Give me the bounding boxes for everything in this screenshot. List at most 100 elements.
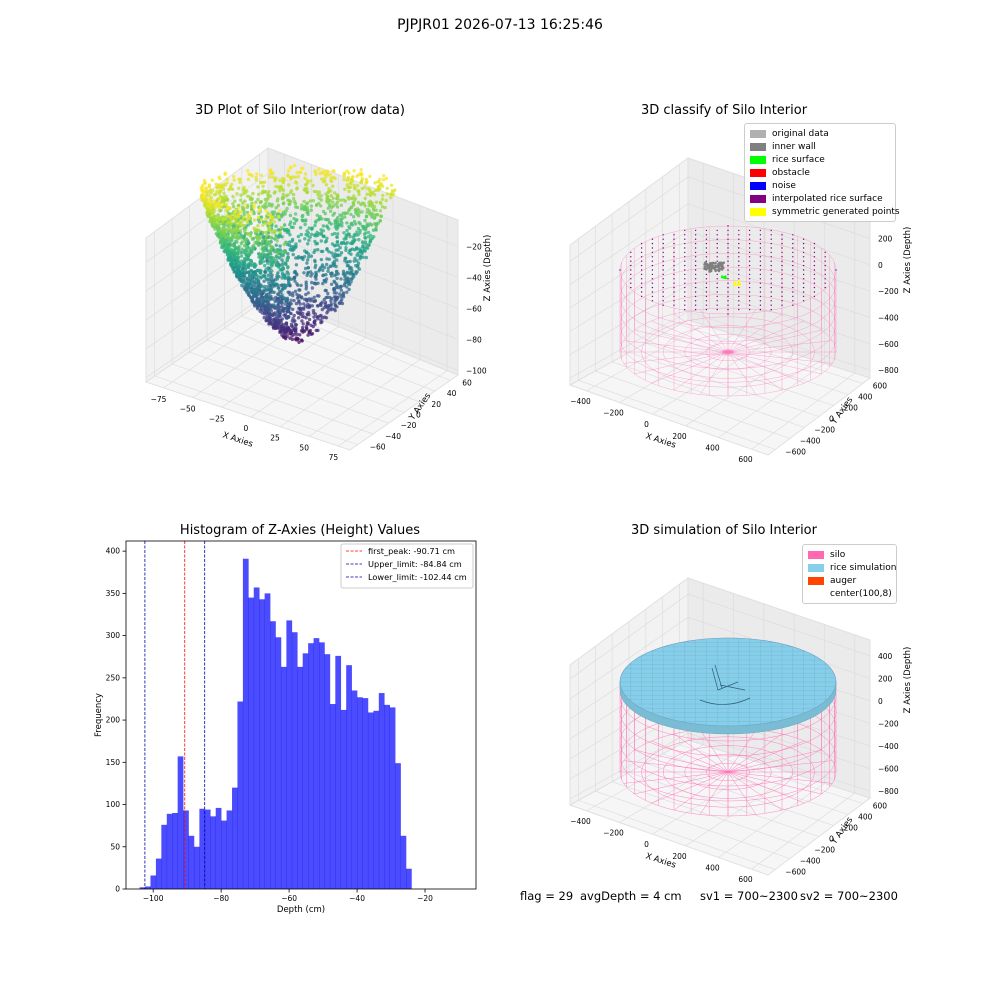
data-point (380, 205, 385, 209)
data-point (315, 241, 320, 246)
surface-point (662, 269, 664, 271)
sv1-readout: sv1 = 700~2300 (700, 889, 798, 903)
silo-floor-spoke (634, 749, 729, 773)
data-point (332, 307, 337, 311)
data-point (308, 199, 313, 203)
data-point (235, 240, 239, 244)
y-tick-label: 200 (844, 404, 859, 413)
surface-point (748, 308, 751, 311)
data-point (258, 289, 262, 293)
data-point (364, 231, 368, 235)
data-point (243, 256, 247, 261)
data-point (344, 248, 348, 252)
data-point (207, 197, 211, 202)
original-data-cluster (703, 261, 742, 287)
surface-point (727, 251, 729, 254)
data-point (228, 215, 232, 219)
silo-floor-spoke (727, 729, 757, 773)
wall-point (711, 264, 714, 268)
data-point (323, 300, 328, 305)
grid-line (645, 762, 834, 826)
data-point (254, 263, 258, 267)
surface-point (694, 247, 697, 249)
grid-line (645, 342, 834, 406)
z-tick-label: 200 (878, 234, 893, 243)
histogram-bar (329, 704, 336, 889)
x-axis-label: X Axies (221, 430, 254, 449)
surface-point (802, 264, 805, 267)
data-point (316, 193, 320, 197)
silo-floor-spoke (727, 313, 783, 353)
surface-point (694, 229, 697, 232)
data-point (262, 279, 266, 283)
data-point (372, 235, 376, 239)
data-point (327, 220, 332, 225)
data-point (293, 199, 297, 204)
data-point (266, 292, 271, 296)
surface-point (802, 251, 805, 254)
surface-point (684, 234, 686, 236)
surface-point (694, 295, 697, 298)
data-point (245, 210, 250, 215)
surface-point (684, 295, 686, 298)
data-point (355, 207, 360, 211)
wall-point (714, 269, 717, 273)
data-point (254, 178, 258, 182)
surface-point (651, 291, 654, 293)
surface-point (759, 269, 762, 271)
data-point (247, 213, 251, 218)
data-point (237, 244, 241, 249)
surface-point (705, 295, 708, 298)
data-point (291, 325, 295, 329)
silo-floor-spoke (727, 771, 805, 804)
raw-3d-scatter: −75−50−250255075−60−40−200204060−100−80−… (144, 147, 493, 462)
data-point (315, 230, 319, 235)
data-point (283, 329, 288, 333)
surface-point (770, 273, 772, 276)
data-point (301, 329, 306, 333)
data-point (336, 232, 340, 236)
data-point (338, 292, 342, 296)
histogram-bar (232, 787, 238, 889)
data-point (303, 222, 307, 227)
surface-point (781, 251, 783, 254)
data-point (291, 252, 295, 257)
data-point (242, 244, 247, 248)
data-point (239, 254, 244, 258)
surface-point (727, 234, 729, 236)
data-point (351, 175, 355, 179)
data-point (310, 286, 315, 290)
surface-point (813, 242, 816, 245)
surface-point (813, 278, 816, 280)
surface-point (705, 282, 708, 284)
data-point (323, 179, 327, 183)
interpolated-surface-points (619, 225, 837, 315)
data-point (299, 232, 303, 237)
data-point (277, 218, 282, 222)
data-point (274, 258, 278, 262)
y-axis-label: Frequency (94, 693, 104, 737)
surface-point (684, 282, 686, 284)
data-point (369, 233, 373, 238)
data-point (338, 246, 342, 250)
data-point (343, 187, 347, 191)
legend-entry: noise (750, 179, 890, 192)
data-point (298, 333, 302, 337)
histogram-bar (253, 587, 260, 889)
data-point (275, 212, 279, 216)
data-point (388, 196, 393, 200)
data-point (207, 193, 211, 197)
data-point (233, 265, 238, 269)
data-point (277, 289, 282, 294)
histogram-bar (248, 597, 255, 889)
surface-point (727, 304, 729, 306)
histogram-bar (286, 620, 293, 889)
surface-point (673, 234, 675, 236)
surface-point (694, 300, 697, 302)
data-point (342, 177, 346, 182)
data-point (239, 220, 243, 225)
surface-point (738, 286, 740, 289)
surface-point (673, 251, 675, 254)
data-point (284, 321, 289, 325)
surface-point (748, 282, 751, 284)
